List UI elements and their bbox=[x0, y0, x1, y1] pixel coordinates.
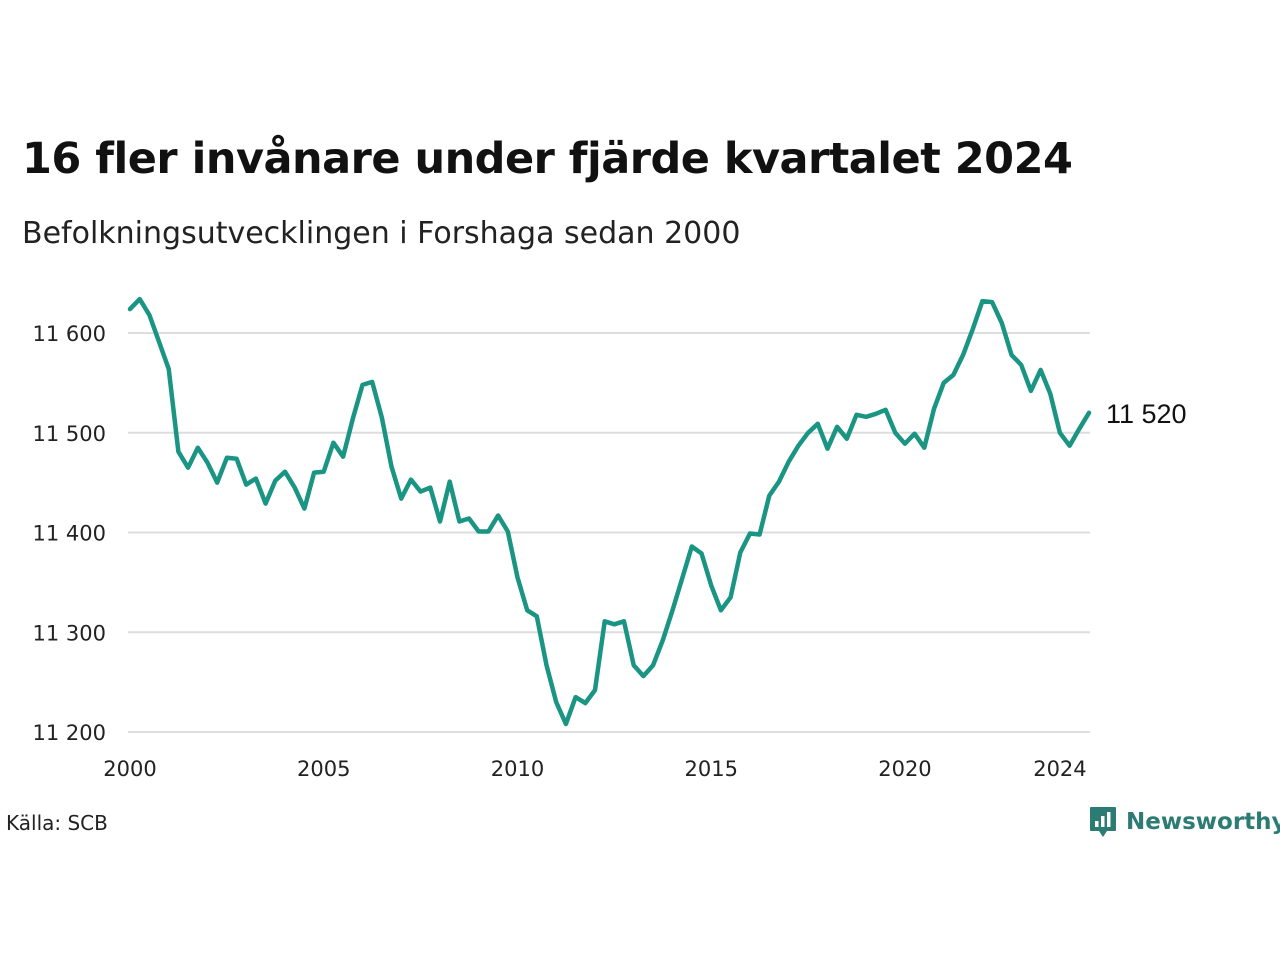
x-tick-label: 2010 bbox=[491, 757, 544, 781]
data-points bbox=[129, 299, 1090, 725]
x-tick-label: 2020 bbox=[878, 757, 931, 781]
gridlines bbox=[128, 332, 1090, 733]
y-tick-label: 11 200 bbox=[33, 721, 106, 745]
newsworthy-logo-icon bbox=[1090, 807, 1116, 837]
y-axis-ticks: 11 200 11 300 11 400 11 500 11 600 bbox=[33, 322, 106, 745]
y-tick-label: 11 600 bbox=[33, 322, 106, 346]
x-tick-label: 2024 bbox=[1033, 757, 1086, 781]
chart-subtitle: Befolkningsutvecklingen i Forshaga sedan… bbox=[22, 216, 741, 251]
y-tick-label: 11 300 bbox=[33, 621, 106, 645]
brand-logo: Newsworthy bbox=[1088, 805, 1280, 839]
last-value-label: 11 520 bbox=[1106, 399, 1187, 429]
x-tick-label: 2000 bbox=[103, 757, 156, 781]
population-line bbox=[127, 296, 1092, 727]
source-note: Källa: SCB bbox=[6, 811, 108, 835]
chart-title: 16 fler invånare under fjärde kvartalet … bbox=[22, 134, 1073, 184]
brand-name: Newsworthy bbox=[1126, 809, 1280, 835]
y-tick-label: 11 500 bbox=[33, 422, 106, 446]
x-axis-ticks: 2000 2005 2010 2015 2020 2024 bbox=[103, 757, 1086, 781]
x-tick-label: 2005 bbox=[297, 757, 350, 781]
x-tick-label: 2015 bbox=[684, 757, 737, 781]
y-tick-label: 11 400 bbox=[33, 522, 106, 546]
